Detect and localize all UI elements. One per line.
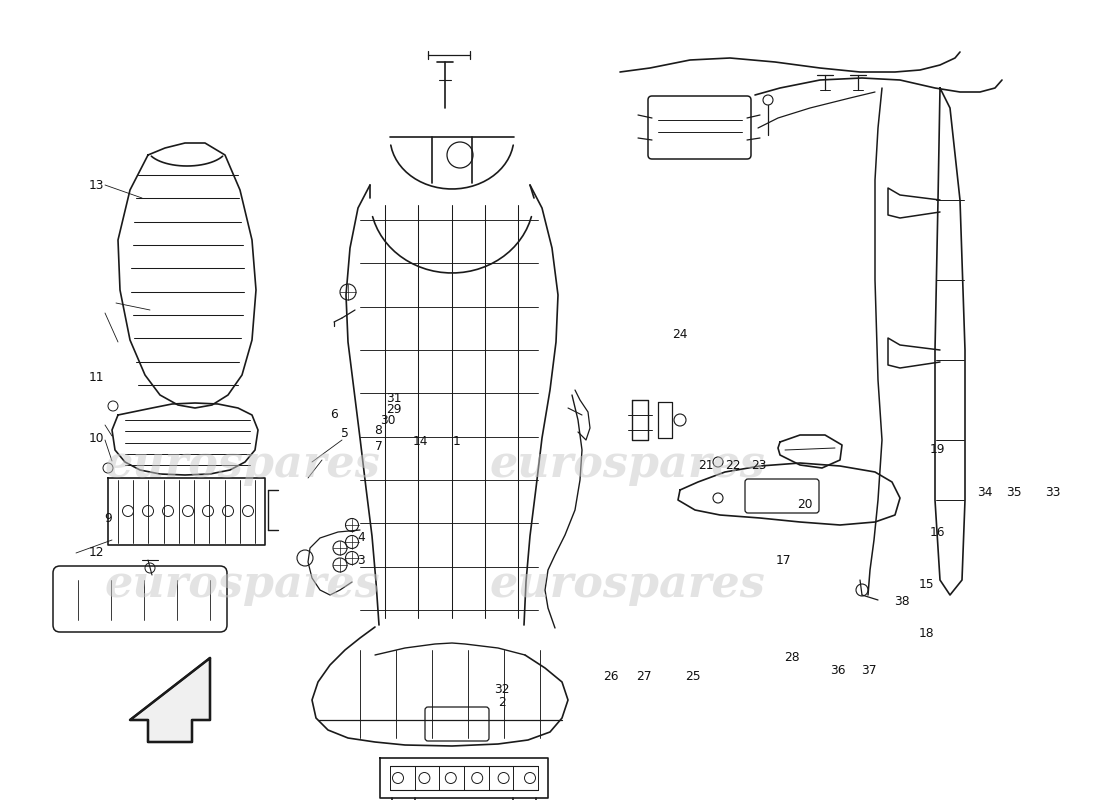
Text: 38: 38 bbox=[894, 595, 910, 608]
Text: 22: 22 bbox=[725, 459, 740, 472]
Text: 37: 37 bbox=[861, 664, 877, 677]
Text: 19: 19 bbox=[930, 443, 945, 456]
Text: 26: 26 bbox=[603, 670, 618, 682]
Text: 9: 9 bbox=[103, 512, 112, 525]
Text: 25: 25 bbox=[685, 670, 701, 682]
Text: 7: 7 bbox=[374, 440, 383, 453]
Text: 21: 21 bbox=[698, 459, 714, 472]
Text: 13: 13 bbox=[89, 179, 104, 192]
Text: 6: 6 bbox=[330, 408, 339, 421]
Text: 27: 27 bbox=[636, 670, 651, 682]
Text: eurospares: eurospares bbox=[104, 442, 379, 486]
Text: 12: 12 bbox=[89, 546, 104, 558]
Text: 17: 17 bbox=[776, 554, 791, 566]
Text: 8: 8 bbox=[374, 424, 383, 437]
Text: 18: 18 bbox=[918, 627, 934, 640]
Text: 16: 16 bbox=[930, 526, 945, 538]
Text: eurospares: eurospares bbox=[490, 442, 764, 486]
Text: 33: 33 bbox=[1045, 486, 1060, 498]
Text: 31: 31 bbox=[386, 392, 402, 405]
Text: 35: 35 bbox=[1006, 486, 1022, 498]
Text: 1: 1 bbox=[452, 435, 461, 448]
Text: 32: 32 bbox=[494, 683, 509, 696]
Text: 5: 5 bbox=[341, 427, 350, 440]
Text: eurospares: eurospares bbox=[490, 562, 764, 606]
Text: 28: 28 bbox=[784, 651, 800, 664]
Text: 29: 29 bbox=[386, 403, 402, 416]
Text: 2: 2 bbox=[497, 696, 506, 709]
Text: 11: 11 bbox=[89, 371, 104, 384]
Polygon shape bbox=[130, 658, 210, 742]
Text: 10: 10 bbox=[89, 432, 104, 445]
Text: 34: 34 bbox=[977, 486, 992, 498]
Text: 3: 3 bbox=[356, 554, 365, 566]
Text: 20: 20 bbox=[798, 498, 813, 510]
Text: 36: 36 bbox=[830, 664, 846, 677]
Text: 14: 14 bbox=[412, 435, 428, 448]
Text: 15: 15 bbox=[918, 578, 934, 590]
Text: eurospares: eurospares bbox=[104, 562, 379, 606]
Text: 4: 4 bbox=[356, 531, 365, 544]
Text: 24: 24 bbox=[672, 328, 688, 341]
Text: 23: 23 bbox=[751, 459, 767, 472]
Text: 30: 30 bbox=[381, 414, 396, 426]
